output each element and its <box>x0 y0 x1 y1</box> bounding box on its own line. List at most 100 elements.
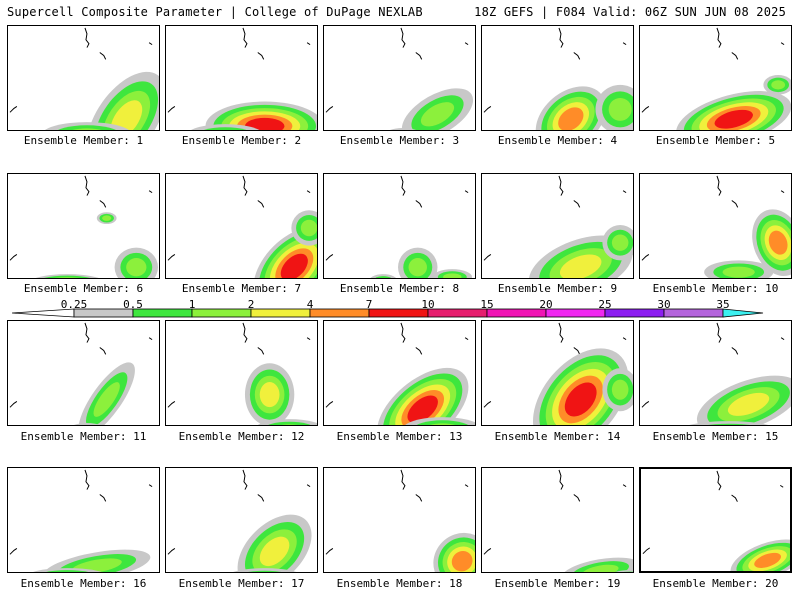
scp-contour <box>370 274 397 278</box>
coastline <box>99 494 107 502</box>
scale-tick-label: 35 <box>716 298 730 311</box>
ensemble-member-panel[interactable] <box>7 320 160 426</box>
coastline <box>716 322 722 343</box>
ensemble-member-panel[interactable] <box>481 173 634 279</box>
scp-contour <box>559 254 602 278</box>
member-label: Ensemble Member: 18 <box>336 577 463 590</box>
color-scale-bar <box>12 308 764 318</box>
scale-swatch <box>722 308 764 318</box>
scp-contour <box>443 273 462 278</box>
coastline <box>573 52 581 60</box>
member-map <box>483 322 633 425</box>
member-label: Ensemble Member: 17 <box>178 577 305 590</box>
scp-contour <box>564 382 597 417</box>
scp-contour <box>204 127 247 130</box>
member-map <box>641 175 791 278</box>
scp-contour <box>582 564 619 572</box>
coastline <box>400 469 406 490</box>
coastline <box>573 347 581 355</box>
ensemble-member-panel[interactable] <box>481 320 634 426</box>
scp-contour <box>714 109 753 129</box>
member-label: Ensemble Member: 7 <box>181 282 302 295</box>
coastline <box>306 337 311 341</box>
scp-contour <box>611 234 629 251</box>
ensemble-member-panel[interactable] <box>165 173 318 279</box>
coastline <box>558 469 564 490</box>
ensemble-member-panel[interactable] <box>323 320 476 426</box>
member-label: Ensemble Member: 4 <box>497 134 618 147</box>
member-label: Ensemble Member: 3 <box>339 134 460 147</box>
scp-contour <box>191 124 260 130</box>
coastline <box>483 548 492 555</box>
coastline <box>780 42 785 46</box>
scp-contour <box>44 275 91 278</box>
coastline <box>641 254 650 261</box>
member-label: Ensemble Member: 1 <box>23 134 144 147</box>
scp-contour <box>727 392 770 416</box>
ensemble-member-panel[interactable] <box>165 467 318 573</box>
coastline <box>242 322 248 343</box>
ensemble-member-panel[interactable] <box>639 25 792 131</box>
ensemble-member-panel[interactable] <box>481 25 634 131</box>
coastline <box>558 322 564 343</box>
ensemble-member-panel[interactable] <box>7 467 160 573</box>
scale-tick-label: 7 <box>365 298 373 311</box>
ensemble-member-panel[interactable] <box>481 467 634 573</box>
coastline <box>325 401 334 408</box>
coastline <box>573 200 581 208</box>
coastline <box>622 337 627 341</box>
member-label: Ensemble Member: 2 <box>181 134 302 147</box>
ensemble-member-panel[interactable] <box>639 467 792 573</box>
coastline <box>9 106 18 113</box>
ensemble-member-panel[interactable] <box>323 467 476 573</box>
coastline <box>84 322 90 343</box>
coastline <box>257 347 265 355</box>
ensemble-member-panel[interactable] <box>7 173 160 279</box>
coastline <box>400 27 406 48</box>
member-label: Ensemble Member: 11 <box>20 430 147 443</box>
scp-contour <box>259 382 280 408</box>
member-label: Ensemble Member: 15 <box>652 430 779 443</box>
ensemble-member-panel[interactable] <box>7 25 160 131</box>
ensemble-member-panel[interactable] <box>639 173 792 279</box>
coastline <box>306 190 311 194</box>
member-map <box>9 322 153 425</box>
ensemble-member-panel[interactable] <box>323 25 476 131</box>
scp-contour <box>93 382 120 417</box>
coastline <box>622 42 627 46</box>
coastline <box>415 347 423 355</box>
coastline <box>99 347 107 355</box>
coastline <box>558 175 564 196</box>
coastline <box>622 484 627 488</box>
ensemble-member-panel[interactable] <box>165 25 318 131</box>
scp-contour <box>768 230 788 255</box>
scale-tick-label: 1 <box>188 298 196 311</box>
coastline <box>167 106 176 113</box>
scale-tick-label: 30 <box>657 298 671 311</box>
ensemble-member-panel[interactable] <box>165 320 318 426</box>
scp-contour <box>708 423 750 425</box>
coastline <box>642 547 651 555</box>
coastline <box>415 494 423 502</box>
ensemble-member-panel[interactable] <box>639 320 792 426</box>
scp-contour <box>416 420 469 425</box>
coastline <box>242 469 248 490</box>
scale-swatch <box>486 308 547 318</box>
scale-tick-label: 25 <box>598 298 612 311</box>
scp-contour <box>771 80 786 90</box>
coastline <box>464 337 469 341</box>
coastline <box>780 337 785 341</box>
coastline <box>400 175 406 196</box>
member-map <box>9 175 159 278</box>
coastline <box>148 337 153 341</box>
coastline <box>167 254 176 261</box>
ensemble-member-panel[interactable] <box>323 173 476 279</box>
scale-tick-label: 4 <box>306 298 314 311</box>
coastline <box>779 484 784 488</box>
scp-contour <box>611 379 629 400</box>
member-map <box>325 175 473 278</box>
scp-contour <box>280 253 308 278</box>
member-label: Ensemble Member: 14 <box>494 430 621 443</box>
scp-contour <box>300 219 317 237</box>
coastline <box>622 190 627 194</box>
